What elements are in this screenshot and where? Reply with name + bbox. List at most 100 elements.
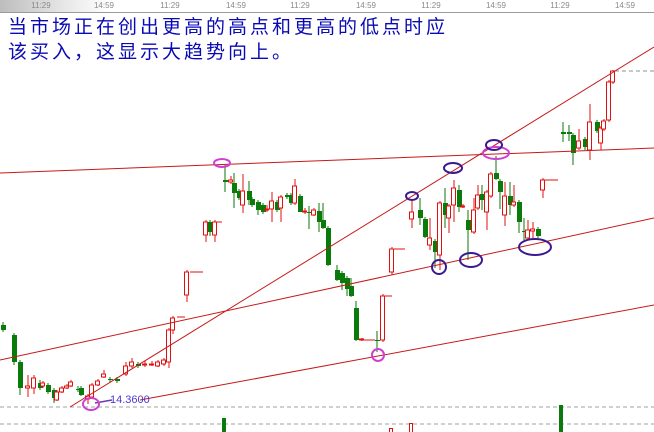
candle-body-down [517, 202, 522, 222]
volume-bar [389, 428, 393, 432]
candle-body-down [335, 270, 340, 280]
candle-body-up [540, 179, 545, 191]
candle-body-down [494, 173, 499, 179]
candle-body-down [256, 202, 261, 210]
candle-body-down [285, 195, 290, 197]
candle-body-down [12, 335, 17, 362]
candle-body-down [522, 231, 527, 232]
candle-body-up [587, 121, 592, 151]
candle-body-up [184, 271, 189, 296]
candle-body-down [247, 191, 252, 200]
candle-body-up [502, 195, 507, 216]
volume-bar [409, 423, 413, 432]
candle-body-down [79, 388, 84, 395]
candle-body-down [561, 132, 566, 134]
candle-body-up [437, 202, 442, 256]
candle-body-down [595, 122, 600, 131]
candle-body-up [64, 385, 69, 389]
candle-body-up [278, 196, 283, 209]
candle-body-down [571, 135, 576, 153]
candle-body-down [375, 340, 380, 341]
candle-body-up [123, 365, 128, 375]
candle-body-down [354, 308, 359, 340]
candle-body-down [237, 191, 242, 198]
candle-body-up [302, 210, 307, 213]
candle-body-down [18, 362, 23, 388]
candle-body-down [208, 222, 213, 232]
candle-body-down [250, 199, 255, 205]
candle-body-down [457, 190, 462, 207]
candle-body-down [115, 379, 120, 381]
candle-body-down [321, 220, 326, 228]
candle-body-up [54, 391, 59, 401]
swing-point-circle [431, 259, 447, 275]
candle-body-down [508, 196, 513, 205]
x-tick-label: 11:29 [290, 1, 310, 10]
candle-body-down [317, 211, 322, 222]
candle-body-up [380, 295, 385, 341]
volume-bar [222, 418, 226, 432]
candle-body-down [480, 194, 485, 200]
candle-body-up [530, 228, 535, 232]
swing-point-circle [405, 191, 419, 201]
low-price-label: 14.3600 [110, 394, 150, 406]
candle-body-up [240, 190, 245, 206]
x-tick-label: 11:29 [31, 1, 51, 10]
candle-body-up [95, 380, 100, 386]
candle-body-up [68, 381, 73, 387]
candle-body-up [25, 385, 30, 389]
x-tick-label: 11:29 [550, 1, 570, 10]
candle-body-down [349, 286, 354, 296]
candle-body-down [232, 183, 237, 193]
resistance-trendline [0, 147, 654, 174]
candle-body-down [76, 389, 81, 390]
candle-body-up [203, 221, 208, 236]
candle-body-up [598, 127, 603, 144]
swing-point-circle [459, 252, 483, 268]
lower-uptrend-line [139, 304, 654, 401]
candle-body-down [433, 241, 438, 252]
highlight-circle [213, 158, 231, 168]
candle-body-down [289, 195, 294, 203]
candle-body-up [511, 201, 516, 206]
candle-body-up [601, 120, 606, 130]
candle-body-down [261, 205, 266, 212]
candle-body-down [223, 180, 228, 182]
x-tick-label: 14:59 [225, 1, 247, 10]
candle-body-up [155, 361, 160, 367]
candle-body-down [498, 181, 503, 192]
candle-body-up [228, 179, 233, 183]
candle-body-up [59, 387, 64, 393]
candle-body-down [423, 219, 428, 237]
candle-body-up [129, 361, 134, 367]
candle-body-up [451, 187, 456, 206]
candle-body-up [40, 382, 45, 387]
candle-body-down [443, 203, 448, 215]
highlight-circle [82, 397, 100, 411]
time-axis-header: 11:29 14:59 11:29 14:59 11:29 14:59 11:2… [0, 0, 654, 13]
candle-body-up [101, 373, 106, 378]
volume-bar [559, 405, 563, 432]
highlight-circle [482, 146, 510, 160]
candle-body-up [409, 211, 414, 220]
caption-line-1: 当市场正在创出更高的高点和更高的低点时应 [8, 16, 449, 38]
candle-body-down [275, 202, 280, 210]
candle-body-up [446, 205, 451, 219]
candle-body-up [460, 205, 465, 208]
x-tick-label: 11:29 [421, 1, 441, 10]
swing-point-circle [518, 238, 552, 256]
candle-body-up [212, 221, 217, 236]
candle-body-down [536, 229, 541, 236]
candle-body-up [576, 140, 581, 149]
swing-point-circle [485, 139, 503, 151]
candle-body-up [269, 200, 274, 210]
candle-body-down [326, 228, 331, 265]
candle-body-up [427, 237, 432, 246]
candle-body-up [170, 317, 175, 331]
candle-body-up [610, 70, 615, 83]
candle-body-down [340, 273, 345, 283]
candle-body-up [484, 191, 489, 213]
x-tick-label: 14:59 [614, 1, 636, 10]
candle-body-down [307, 212, 312, 213]
